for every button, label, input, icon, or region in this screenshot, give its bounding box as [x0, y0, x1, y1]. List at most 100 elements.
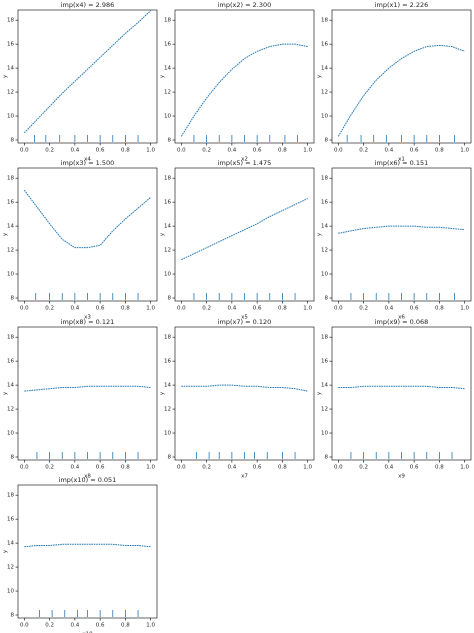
pd-line [181, 384, 308, 392]
x-tick-label: 0.2 [45, 306, 54, 312]
pd-line [23, 10, 152, 134]
x-tick-label: 0.0 [334, 306, 343, 312]
x-tick-label: 0.2 [359, 465, 368, 471]
x-axis-label: x2 [241, 157, 248, 163]
x-tick-label: 0.0 [177, 148, 186, 154]
x-tick-label: 1.0 [460, 148, 469, 154]
x-tick-label: 0.8 [121, 148, 130, 154]
axes-frame [17, 167, 158, 302]
chart-title: imp(x1) = 2.226 [375, 1, 429, 9]
pd-line [338, 385, 465, 390]
x-tick-label: 0.6 [96, 148, 105, 154]
x-tick-label: 0.4 [227, 148, 236, 154]
y-tick-label: 16 [7, 359, 14, 365]
y-tick-label: 12 [164, 90, 171, 96]
x-tick-label: 0.4 [70, 465, 79, 471]
y-tick-label: 10 [7, 431, 14, 437]
y-tick-label: 18 [7, 176, 14, 182]
y-axis-label: y [160, 391, 166, 395]
y-tick-label: 8 [11, 613, 15, 619]
x-tick-label: 0.8 [435, 148, 444, 154]
y-tick-label: 16 [321, 42, 328, 48]
x-tick-label: 0.6 [253, 148, 262, 154]
x-tick-label: 1.0 [146, 306, 155, 312]
x-tick-label: 0.8 [435, 306, 444, 312]
y-axis-label: y [160, 74, 166, 78]
y-tick-label: 8 [325, 455, 329, 461]
x-tick-label: 0.6 [96, 306, 105, 312]
x-axis-label: x4 [84, 157, 91, 163]
y-tick-label: 10 [321, 431, 328, 437]
y-tick-label: 16 [164, 42, 171, 48]
y-axis-label: y [3, 391, 9, 395]
x-tick-label: 1.0 [303, 465, 312, 471]
x-tick-label: 0.0 [334, 465, 343, 471]
axes-frame [174, 167, 315, 302]
y-tick-label: 10 [7, 114, 14, 120]
axes-frame [17, 484, 158, 619]
y-tick-label: 8 [168, 455, 172, 461]
x-tick-label: 0.4 [227, 306, 236, 312]
axes-frame [331, 326, 472, 461]
x-tick-label: 0.2 [45, 623, 54, 629]
x-tick-label: 1.0 [146, 623, 155, 629]
x-tick-label: 0.0 [177, 465, 186, 471]
pd-line [24, 385, 151, 392]
y-tick-label: 14 [7, 224, 14, 230]
y-tick-label: 10 [7, 589, 14, 595]
y-tick-label: 18 [7, 493, 14, 499]
chart-title: imp(x6) = 0.151 [375, 159, 429, 167]
chart-title: imp(x4) = 2.986 [61, 1, 115, 9]
x-tick-label: 0.2 [202, 465, 211, 471]
y-tick-label: 18 [321, 176, 328, 182]
chart-title: imp(x9) = 0.068 [375, 318, 429, 326]
y-tick-label: 16 [7, 200, 14, 206]
x-tick-label: 1.0 [146, 148, 155, 154]
y-tick-label: 18 [164, 335, 171, 341]
y-tick-label: 10 [164, 114, 171, 120]
y-tick-label: 12 [7, 248, 14, 254]
x-tick-label: 0.6 [410, 465, 419, 471]
y-tick-label: 16 [321, 200, 328, 206]
y-axis-label: y [317, 232, 323, 236]
pd-line [337, 44, 465, 137]
y-axis-label: y [317, 391, 323, 395]
x-axis-label: x10 [82, 632, 93, 633]
y-tick-label: 18 [164, 18, 171, 24]
y-tick-label: 12 [7, 407, 14, 413]
y-tick-label: 10 [321, 272, 328, 278]
chart-title: imp(x2) = 2.300 [218, 1, 272, 9]
x-tick-label: 0.4 [384, 465, 393, 471]
pd-line [180, 43, 308, 137]
x-tick-label: 0.2 [202, 306, 211, 312]
x-tick-label: 0.0 [334, 148, 343, 154]
y-tick-label: 14 [7, 383, 14, 389]
x-tick-label: 0.8 [121, 623, 130, 629]
x-tick-label: 0.2 [45, 465, 54, 471]
pd-line [23, 189, 152, 249]
x-tick-label: 0.0 [177, 306, 186, 312]
x-tick-label: 0.2 [202, 148, 211, 154]
x-axis-label: x7 [241, 474, 248, 480]
pd-line [181, 198, 308, 261]
chart-title: imp(x5) = 1.475 [218, 159, 272, 167]
y-tick-label: 12 [321, 248, 328, 254]
x-tick-label: 0.4 [384, 148, 393, 154]
y-tick-label: 12 [164, 248, 171, 254]
y-tick-label: 8 [325, 138, 329, 144]
y-tick-label: 14 [164, 224, 171, 230]
x-tick-label: 0.2 [45, 148, 54, 154]
y-tick-label: 14 [7, 541, 14, 547]
y-tick-label: 14 [164, 66, 171, 72]
y-axis-label: y [3, 232, 9, 236]
x-tick-label: 0.4 [70, 148, 79, 154]
y-tick-label: 16 [321, 359, 328, 365]
x-tick-label: 1.0 [460, 306, 469, 312]
y-tick-label: 12 [7, 90, 14, 96]
x-axis-label: x1 [398, 157, 405, 163]
x-tick-label: 0.2 [359, 148, 368, 154]
y-tick-label: 14 [7, 66, 14, 72]
y-axis-label: y [160, 232, 166, 236]
axes-frame [331, 9, 472, 144]
